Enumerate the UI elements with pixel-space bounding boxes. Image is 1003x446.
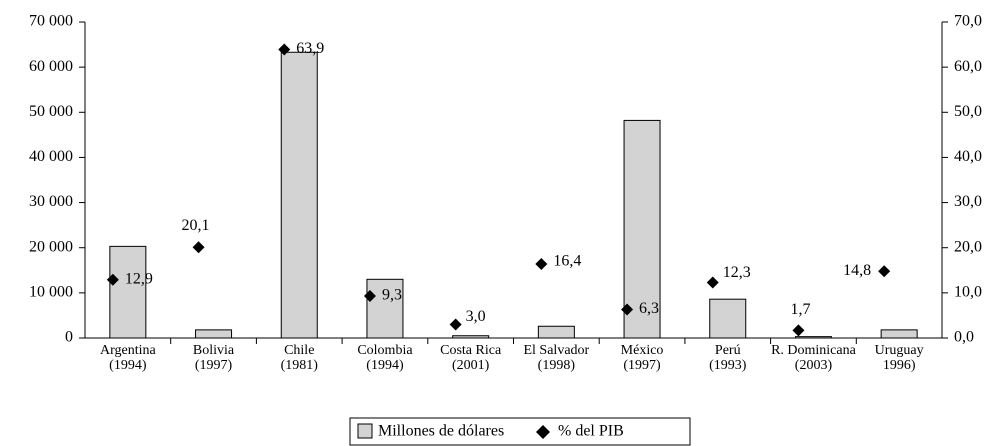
y-tick-label: 40 000 — [29, 148, 73, 165]
y2-tick-label: 60,0 — [954, 58, 982, 75]
bar — [366, 278, 404, 339]
x-tick-label: (1997) — [195, 358, 233, 373]
x-tick-label: El Salvador — [523, 343, 589, 358]
legend-marker — [536, 425, 550, 439]
diamond-marker — [363, 290, 376, 303]
legend-box — [349, 417, 691, 446]
y-tick-label: 70 000 — [29, 13, 73, 30]
x-tick-label: R. Dominicana — [771, 343, 857, 358]
diamond-marker — [792, 324, 805, 337]
bar — [623, 119, 661, 339]
x-tick-label: (1997) — [623, 358, 661, 373]
legend-label: Millones de dólares — [378, 423, 504, 440]
data-label: 12,9 — [125, 270, 153, 287]
x-tick-label: Perú — [715, 343, 741, 358]
data-label: 63,9 — [296, 40, 324, 57]
bar — [109, 245, 147, 339]
y2-tick-label: 20,0 — [954, 238, 982, 255]
data-label: 9,3 — [382, 287, 402, 304]
y2-tick-label: 10,0 — [954, 284, 982, 301]
data-label: 20,1 — [182, 217, 210, 234]
x-tick-label: (1981) — [281, 358, 319, 373]
y2-tick-label: 0,0 — [954, 329, 974, 346]
data-label: 3,0 — [466, 308, 486, 325]
legend-swatch — [357, 423, 373, 439]
x-tick-label: (1994) — [109, 358, 147, 373]
y2-tick-label: 40,0 — [954, 148, 982, 165]
x-tick-label: (1993) — [709, 358, 747, 373]
y-tick-label: 0 — [65, 329, 73, 346]
data-label: 16,4 — [553, 253, 581, 270]
diamond-marker — [706, 276, 719, 289]
diamond-marker — [278, 43, 291, 56]
bar — [537, 325, 575, 339]
bar — [280, 51, 318, 339]
bar — [195, 329, 233, 339]
data-label: 6,3 — [639, 300, 659, 317]
x-tick-label: Argentina — [100, 343, 157, 358]
bar — [880, 329, 918, 339]
x-tick-label: Colombia — [357, 343, 413, 358]
y-tick-label: 20 000 — [29, 238, 73, 255]
diamond-marker — [449, 318, 462, 331]
y2-tick-label: 30,0 — [954, 193, 982, 210]
x-tick-label: (2003) — [795, 358, 833, 373]
y-tick-label: 10 000 — [29, 284, 73, 301]
y2-tick-label: 50,0 — [954, 103, 982, 120]
bar — [709, 298, 747, 339]
diamond-marker — [535, 257, 548, 270]
x-tick-label: México — [621, 343, 664, 358]
data-label: 14,8 — [843, 262, 871, 279]
x-tick-label: Costa Rica — [440, 343, 502, 358]
x-tick-label: 1996) — [883, 358, 916, 373]
diamond-marker — [878, 265, 891, 278]
data-label: 12,3 — [723, 264, 751, 281]
x-tick-label: (2001) — [452, 358, 490, 373]
diamond-marker — [106, 273, 119, 286]
legend-label: % del PIB — [558, 423, 624, 440]
x-tick-label: Chile — [284, 343, 314, 358]
y-tick-label: 60 000 — [29, 58, 73, 75]
diamond-marker — [192, 241, 205, 254]
y-tick-label: 30 000 — [29, 193, 73, 210]
x-tick-label: (1994) — [366, 358, 404, 373]
y2-tick-label: 70,0 — [954, 13, 982, 30]
data-label: 1,7 — [790, 301, 810, 318]
y-tick-label: 50 000 — [29, 103, 73, 120]
x-tick-label: (1998) — [538, 358, 576, 373]
diamond-marker — [621, 303, 634, 316]
x-tick-label: Uruguay — [875, 343, 924, 358]
bar — [452, 335, 490, 339]
x-tick-label: Bolivia — [193, 343, 235, 358]
bar — [794, 336, 832, 339]
